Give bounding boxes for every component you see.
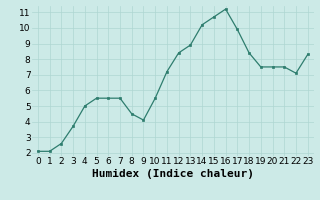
X-axis label: Humidex (Indice chaleur): Humidex (Indice chaleur) (92, 169, 254, 179)
